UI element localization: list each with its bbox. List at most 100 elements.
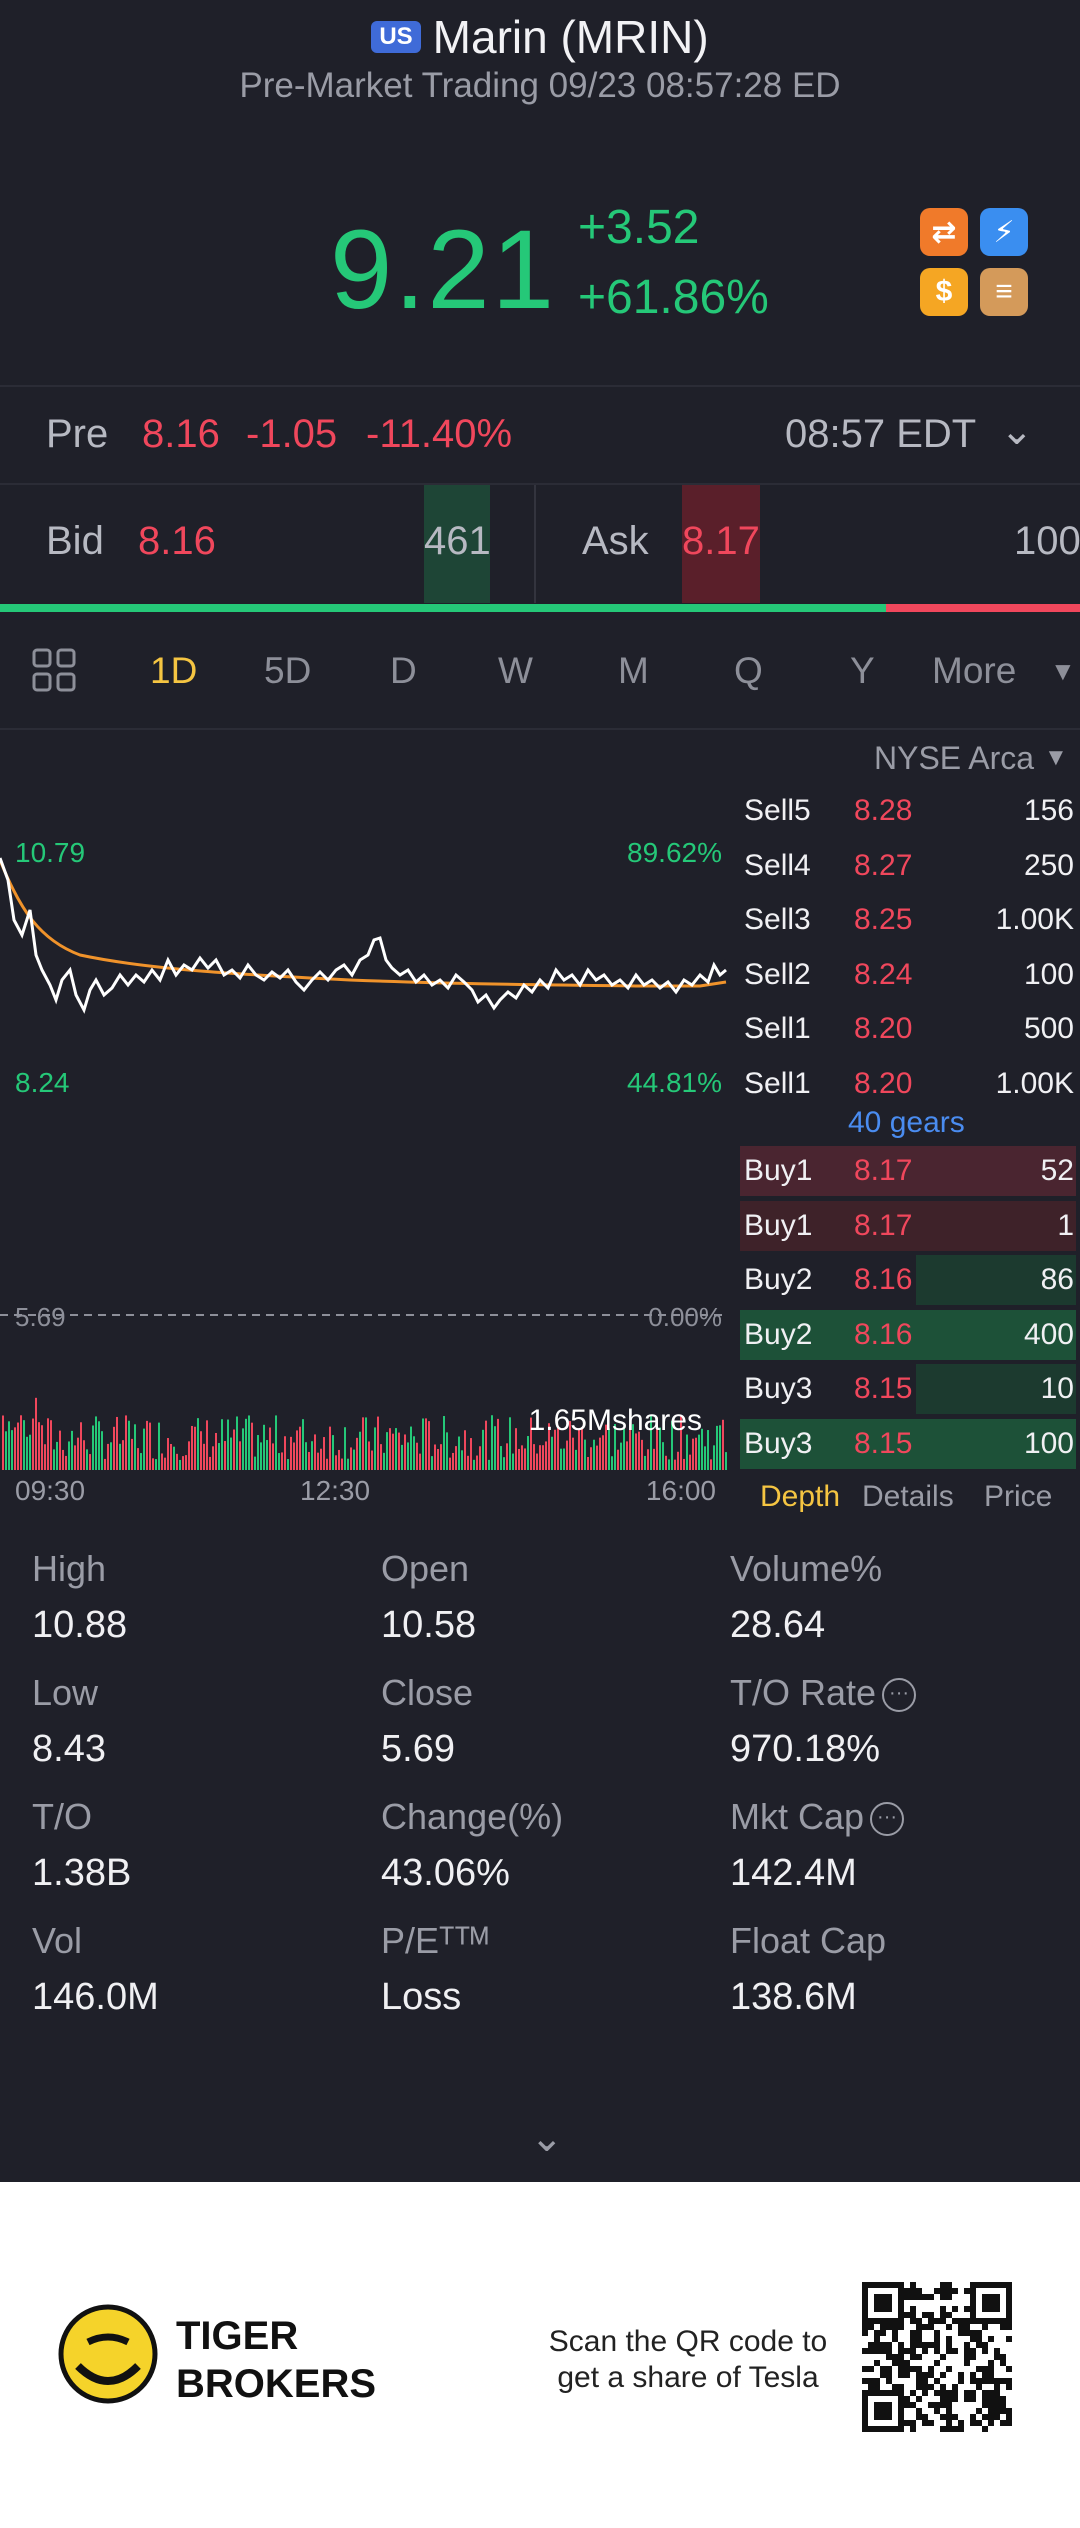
order-level: Sell5 [744, 794, 811, 827]
grid-icon[interactable] [32, 648, 76, 701]
qr-module [880, 2402, 886, 2408]
qr-module [958, 2420, 964, 2426]
buy-order-row[interactable]: Buy2 8.16 400 [740, 1309, 1080, 1362]
stack-icon[interactable]: ≡ [980, 268, 1028, 316]
price-block: 9.21 +3.52 +61.86% ⇄ ⚡ $ ≡ [0, 195, 1080, 365]
volume-bar [266, 1440, 268, 1470]
volume-bar [518, 1448, 520, 1470]
premarket-row[interactable]: Pre 8.16 -1.05 -11.40% 08:57 EDT ⌄ [0, 390, 1080, 480]
qr-module [922, 2348, 928, 2354]
volume-bar [116, 1416, 118, 1470]
volume-bar [110, 1442, 112, 1470]
sell-order-row[interactable]: Sell1 8.20 500 [740, 1004, 1080, 1056]
volume-bar [197, 1418, 199, 1470]
gears-label[interactable]: 40 gears [848, 1106, 965, 1139]
volume-bar [182, 1456, 184, 1470]
qr-module [874, 2390, 880, 2396]
volume-bar [464, 1430, 466, 1470]
tab-price[interactable]: Price [984, 1480, 1053, 1513]
volume-bar [176, 1453, 178, 1470]
buy-order-row[interactable]: Buy1 8.17 52 [740, 1146, 1080, 1198]
qr-module [952, 2348, 958, 2354]
qr-module [910, 2306, 916, 2312]
buy-order-row[interactable]: Buy3 8.15 10 [740, 1364, 1080, 1416]
qr-module [1000, 2282, 1006, 2288]
tab-w[interactable]: W [498, 650, 533, 691]
sell-order-row[interactable]: Sell5 8.28 156 [740, 786, 1080, 838]
qr-module [970, 2390, 976, 2396]
qr-module [874, 2378, 880, 2384]
more-info-icon[interactable]: ··· [882, 1678, 917, 1713]
expand-chevron-icon[interactable]: ⌄ [530, 2116, 564, 2160]
volume-bar [212, 1446, 214, 1470]
chart-high-price: 10.79 [15, 837, 85, 868]
qr-module [898, 2354, 904, 2360]
qr-module [862, 2420, 868, 2426]
qr-module [976, 2378, 982, 2384]
qr-module [862, 2294, 868, 2300]
tab-1d[interactable]: 1D [150, 650, 198, 691]
tab-m[interactable]: M [618, 650, 649, 691]
volume-bar [428, 1421, 430, 1470]
sell-order-row[interactable]: Sell1 8.20 1.00K [740, 1059, 1080, 1111]
qr-module [970, 2306, 976, 2312]
qr-module [868, 2390, 874, 2396]
lightning-icon[interactable]: ⚡ [980, 208, 1028, 256]
intraday-chart[interactable]: 10.79 89.62% 8.24 44.81% 5.69 0.00% 1.65… [0, 770, 730, 1510]
tab-depth[interactable]: Depth [760, 1480, 841, 1513]
qr-code [862, 2282, 1012, 2432]
qr-module [910, 2390, 916, 2396]
sell-order-row[interactable]: Sell2 8.24 100 [740, 950, 1080, 1002]
qr-module [1000, 2324, 1006, 2330]
volume-bar [119, 1443, 121, 1470]
qr-module [868, 2348, 874, 2354]
qr-module [988, 2372, 994, 2378]
volume-bar [455, 1446, 457, 1470]
qr-module [898, 2408, 904, 2414]
volume-bar [305, 1442, 307, 1470]
volume-bar [545, 1441, 547, 1470]
qr-module [928, 2372, 934, 2378]
sell-order-row[interactable]: Sell4 8.27 250 [740, 841, 1080, 893]
qr-module [886, 2408, 892, 2414]
exchange-selector[interactable]: NYSE Arca [874, 740, 1035, 776]
more-info-icon[interactable]: ··· [870, 1802, 905, 1837]
volume-bar [539, 1445, 541, 1470]
qr-module [910, 2312, 916, 2318]
volume-bar [314, 1434, 316, 1470]
qr-module [940, 2312, 946, 2318]
qr-module [898, 2420, 904, 2426]
tab-d[interactable]: D [390, 650, 417, 691]
buy-order-row[interactable]: Buy1 8.17 1 [740, 1200, 1080, 1253]
sell-order-row[interactable]: Sell3 8.25 1.00K [740, 895, 1080, 947]
tab-y[interactable]: Y [850, 650, 875, 691]
order-price: 8.16 [854, 1263, 913, 1296]
tab-more[interactable]: More [932, 650, 1017, 691]
qr-module [988, 2300, 994, 2306]
caret-down-icon[interactable]: ▼ [1050, 656, 1076, 686]
qr-module [922, 2384, 928, 2390]
buy-order-row[interactable]: Buy2 8.16 86 [740, 1255, 1080, 1307]
volume-bar [287, 1459, 289, 1470]
volume-bar [71, 1430, 73, 1470]
volume-bar [86, 1449, 88, 1470]
qr-module [916, 2342, 922, 2348]
volume-bar [692, 1438, 694, 1470]
qr-module [994, 2348, 1000, 2354]
volume-bar [203, 1443, 205, 1470]
swap-icon[interactable]: ⇄ [920, 208, 968, 256]
qr-module [988, 2318, 994, 2324]
dollar-icon[interactable]: $ [920, 268, 968, 316]
volume-bar [647, 1449, 649, 1470]
chevron-down-icon[interactable]: ⌄ [1000, 409, 1034, 453]
caret-down-icon[interactable]: ▼ [1044, 744, 1068, 771]
qr-module [898, 2318, 904, 2324]
qr-module [964, 2354, 970, 2360]
market-badge: US [371, 21, 421, 53]
volume-bar [101, 1431, 103, 1470]
buy-order-row[interactable]: Buy3 8.15 100 [740, 1418, 1080, 1471]
tab-5d[interactable]: 5D [264, 650, 312, 691]
tab-q[interactable]: Q [734, 650, 763, 691]
tab-details[interactable]: Details [862, 1480, 954, 1513]
volume-bar [269, 1427, 271, 1470]
